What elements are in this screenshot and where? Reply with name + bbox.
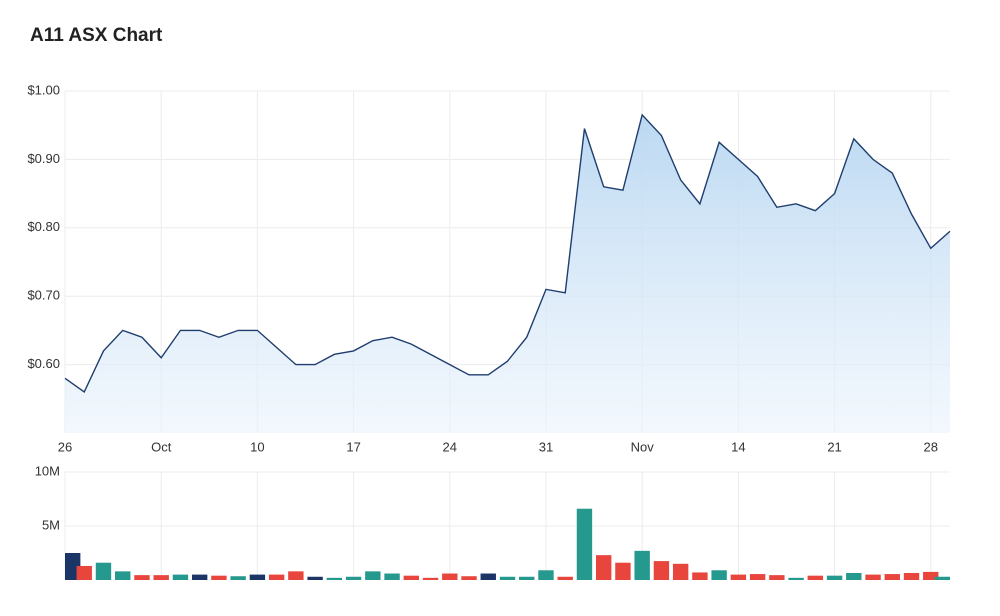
x-tick-label: 14 [731,439,745,454]
volume-bar [172,574,189,580]
volume-bar [191,574,208,580]
x-tick-label: 17 [346,439,360,454]
volume-bar [596,555,612,580]
volume-bar [95,562,112,580]
volume-bar [711,570,727,580]
volume-bar [461,576,477,580]
y-tick-label: $0.80 [27,219,60,234]
volume-bar [634,550,650,580]
volume-bar [615,562,631,580]
y-tick-label: $0.70 [27,288,60,303]
y-tick-label: $1.00 [27,82,60,97]
volume-bar [211,575,227,580]
x-tick-label: 21 [827,439,841,454]
volume-bar [807,575,824,580]
price-line [64,113,951,394]
volume-bar [692,572,708,580]
x-tick-label: 28 [924,439,938,454]
volume-bar [788,577,804,580]
volume-bar [923,571,939,580]
volume-bar [557,576,573,580]
volume-bar [826,575,843,580]
volume-bar [288,571,304,580]
volume-bar [345,576,362,580]
y-tick-label: 10M [35,463,60,478]
x-tick-label: Oct [151,439,172,454]
volume-bar [153,575,169,580]
x-tick-label: 31 [539,439,553,454]
volume-bar [365,571,381,580]
volume-bar [307,576,323,580]
volume-bar [672,563,689,580]
x-tick-label: 26 [58,439,72,454]
chart-title: A11 ASX Chart [30,25,163,46]
volume-bar [903,572,920,580]
volume-bar [326,577,343,580]
x-tick-label: 24 [443,439,457,454]
volume-bar [769,575,785,580]
volume-bar [230,576,246,580]
volume-bar [519,576,535,580]
x-tick-label: 10 [250,439,264,454]
volume-bar [865,574,881,580]
volume-bar [749,574,766,580]
volume-bar [249,574,266,580]
y-tick-label: $0.60 [27,356,60,371]
volume-bar [268,574,285,580]
volume-bar [115,571,131,580]
volume-bar [134,575,150,580]
volume-bar [384,573,400,580]
x-tick-label: Nov [631,439,655,454]
volume-bar [846,572,862,580]
volume-bar [884,574,900,580]
volume-bar [934,576,950,580]
volume-bar [422,577,439,580]
volume-bar [403,575,419,580]
volume-bar [538,570,554,580]
volume-bar [499,576,516,580]
y-tick-label: 5M [42,517,60,532]
y-tick-label: $0.90 [27,151,60,166]
volume-bar [576,508,593,580]
volume-bar [442,573,458,580]
volume-bar [76,565,92,580]
volume-bar [730,574,747,580]
volume-bar [653,561,670,580]
volume-bar [480,573,496,580]
price-area [65,114,950,433]
